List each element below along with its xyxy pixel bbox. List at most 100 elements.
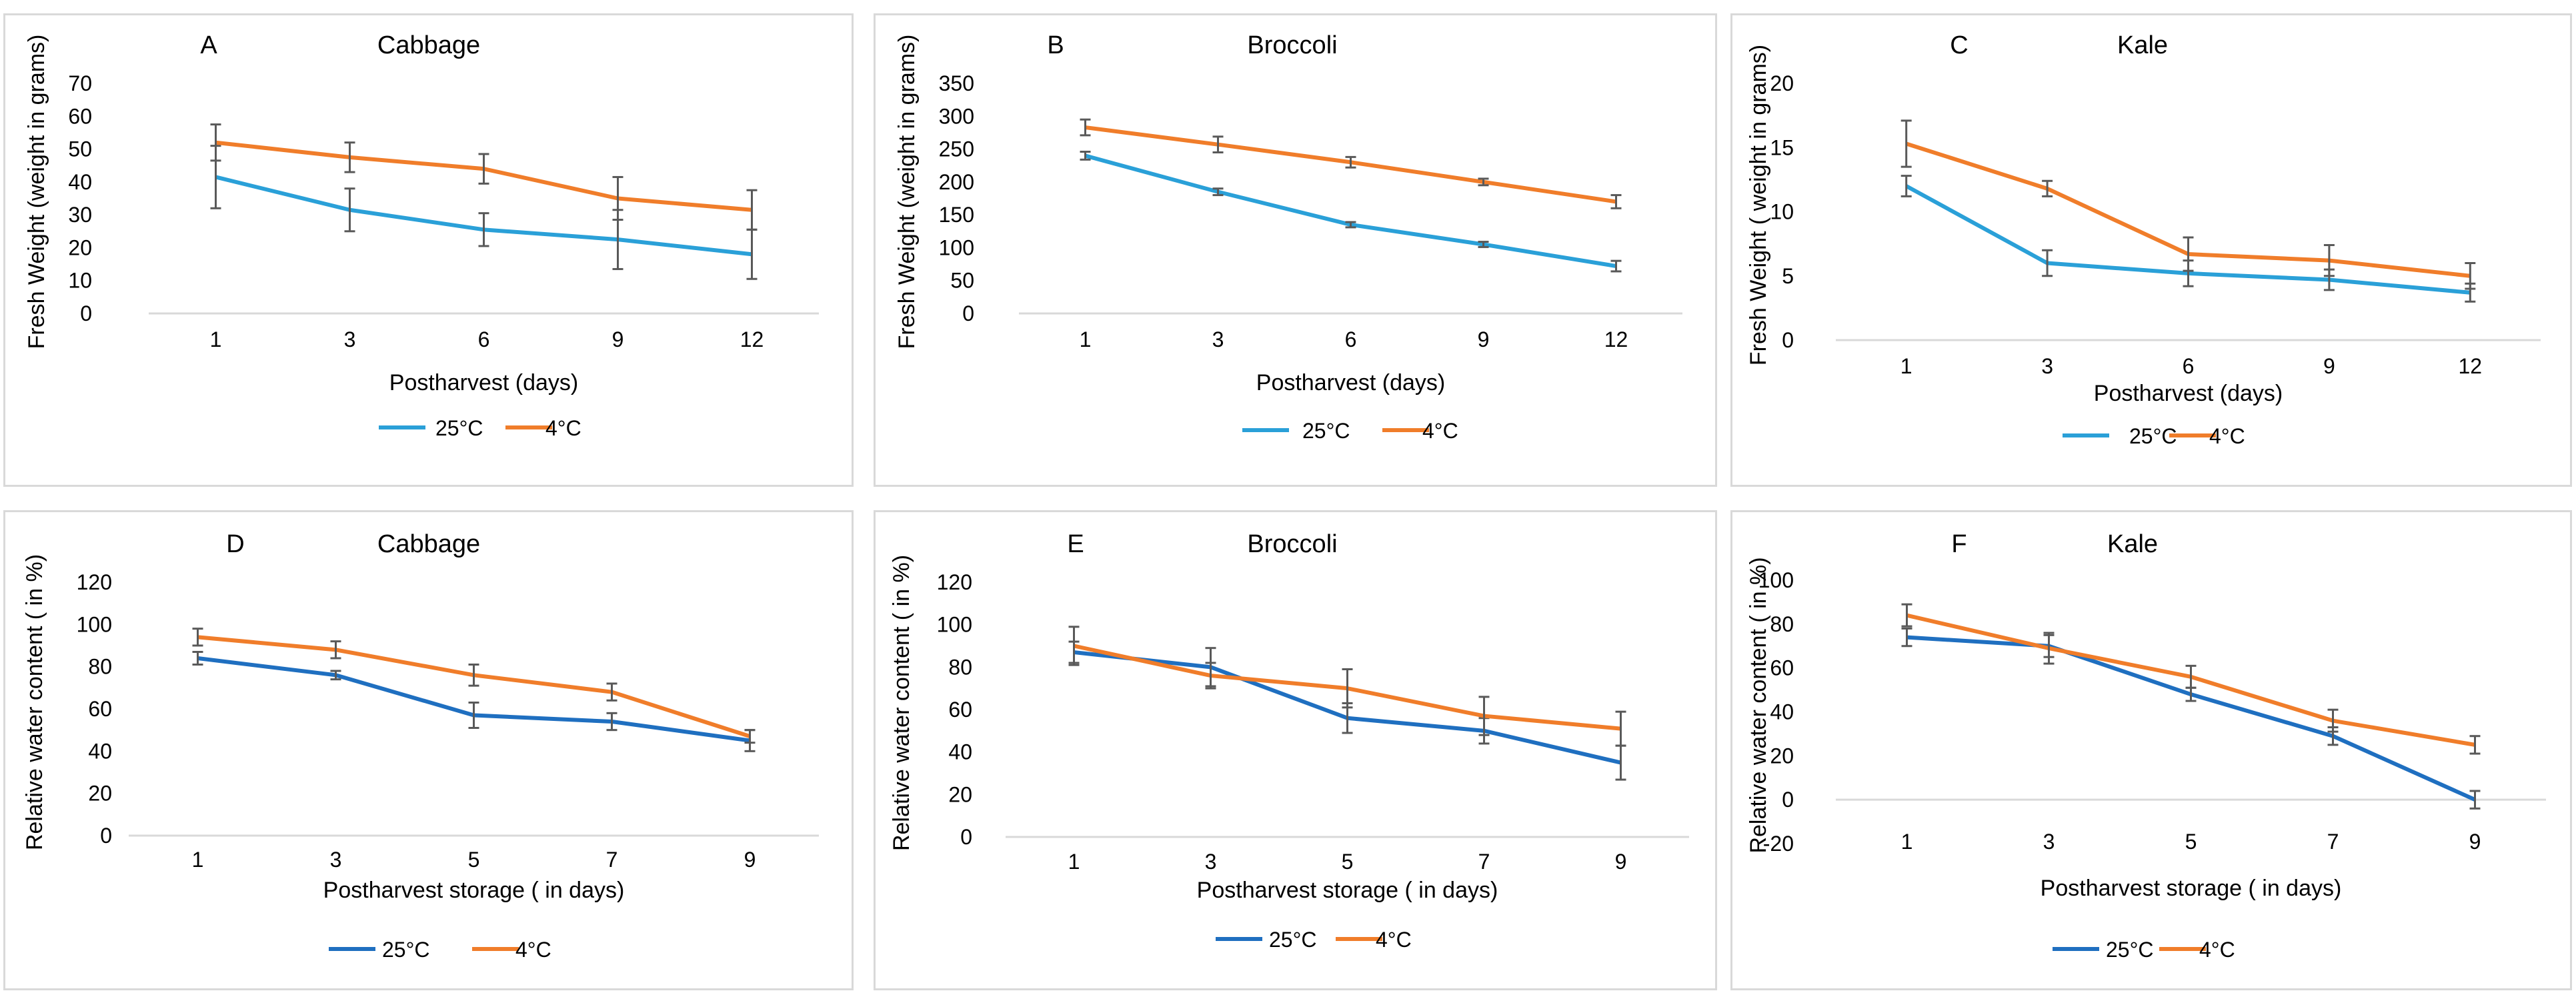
x-tick-label: 3 <box>1205 850 1217 874</box>
chart-panel-b: 0 50 100 150 200 250 300 350 1 3 6 9 12 B Broccoli Post… <box>874 13 1717 487</box>
x-tick-label: 9 <box>1615 850 1627 874</box>
y-tick-label: 10 <box>1770 200 1794 224</box>
x-tick-label: 1 <box>210 327 222 351</box>
legend-label-4c: 4°C <box>515 938 551 962</box>
y-tick-label: 40 <box>948 740 972 764</box>
y-axis-title: Relative water content ( in %) <box>1746 557 1771 853</box>
y-tick-label: 40 <box>1770 700 1794 724</box>
x-tick-label: 9 <box>1478 327 1490 351</box>
y-tick-label: 50 <box>950 269 974 293</box>
x-tick-label: 6 <box>2183 354 2195 378</box>
y-tick-label: 70 <box>68 71 92 95</box>
x-tick-label: 9 <box>612 327 624 351</box>
y-tick-label: -20 <box>1763 832 1794 856</box>
x-tick-label: 12 <box>2459 354 2483 378</box>
y-tick-label: 0 <box>1782 328 1794 352</box>
chart-panel-c: 0 5 10 15 20 1 3 6 9 12 C Kale Postharvest (days) Fre… <box>1730 13 2572 487</box>
x-tick-label: 1 <box>192 848 204 872</box>
x-axis-title: Postharvest storage ( in days) <box>1197 878 1498 903</box>
x-tick-label: 6 <box>478 327 490 351</box>
chart-b: 0 50 100 150 200 250 300 350 1 3 6 9 12 B Broccoli Post… <box>894 31 1682 443</box>
panel-label: E <box>1067 530 1084 558</box>
y-tick-label: 5 <box>1782 264 1794 288</box>
y-tick-label: 60 <box>88 697 112 721</box>
x-tick-label: 9 <box>2469 830 2481 854</box>
y-tick-label: 15 <box>1770 135 1794 159</box>
y-tick-label: 0 <box>100 824 112 848</box>
y-tick-label: 40 <box>88 739 112 763</box>
panel-label: A <box>200 31 217 59</box>
y-tick-label: 60 <box>1770 656 1794 680</box>
panel-label: C <box>1950 31 1968 59</box>
y-tick-label: 20 <box>1770 71 1794 95</box>
chart-title: Broccoli <box>1247 31 1337 59</box>
panel-label: D <box>226 530 244 558</box>
y-tick-label: 120 <box>77 570 112 594</box>
chart-e: 0 20 40 60 80 100 120 1 3 5 7 9 E Broccoli Postharvest… <box>889 530 1689 952</box>
x-tick-label: 1 <box>1068 850 1080 874</box>
panel-label: F <box>1951 530 1967 558</box>
x-tick-label: 1 <box>1080 327 1092 351</box>
y-tick-label: 200 <box>939 170 974 194</box>
x-axis-title: Postharvest storage ( in days) <box>2041 876 2342 901</box>
legend-label-25c: 25°C <box>1302 419 1350 443</box>
y-tick-label: 300 <box>939 104 974 128</box>
x-tick-label: 6 <box>1345 327 1357 351</box>
y-tick-label: 250 <box>939 137 974 161</box>
y-tick-label: 100 <box>1758 568 1794 592</box>
x-tick-label: 7 <box>1478 850 1490 874</box>
legend-label-25c: 25°C <box>435 416 483 440</box>
y-tick-label: 350 <box>939 71 974 95</box>
legend-label-4c: 4°C <box>2199 938 2235 962</box>
y-tick-label: 50 <box>68 137 92 161</box>
chart-panel-a: 0 10 20 30 40 50 60 70 1 3 6 9 12 A Cabbage Postharvest… <box>3 13 854 487</box>
y-axis-title: Fresh Weight (weight in grams) <box>894 35 920 349</box>
legend-label-4c: 4°C <box>1376 928 1412 952</box>
legend-label-25c: 25°C <box>2106 938 2154 962</box>
panel-label: B <box>1047 31 1064 59</box>
x-tick-label: 5 <box>468 848 480 872</box>
y-tick-label: 100 <box>937 613 972 637</box>
x-axis-title: Postharvest storage ( in days) <box>323 878 625 903</box>
chart-panel-e: 0 20 40 60 80 100 120 1 3 5 7 9 E Broccoli Postharvest… <box>874 510 1717 990</box>
y-axis-title: Fresh Weight (weight in grams) <box>24 35 49 349</box>
chart-title: Kale <box>2107 530 2158 558</box>
x-axis-title: Postharvest (days) <box>389 370 578 395</box>
legend-label-25c: 25°C <box>382 938 430 962</box>
chart-title: Broccoli <box>1247 530 1337 558</box>
y-tick-label: 40 <box>68 170 92 194</box>
x-tick-label: 12 <box>1604 327 1628 351</box>
x-tick-label: 3 <box>2041 354 2053 378</box>
legend-label-4c: 4°C <box>1422 419 1458 443</box>
y-tick-label: 30 <box>68 203 92 227</box>
y-tick-label: 80 <box>1770 612 1794 636</box>
chart-title: Cabbage <box>377 530 480 558</box>
series-line-25c <box>1084 153 1616 268</box>
legend-label-4c: 4°C <box>545 416 581 440</box>
x-tick-label: 1 <box>1900 354 1912 378</box>
x-tick-label: 3 <box>1212 327 1224 351</box>
y-axis-title: Relative water content ( in %) <box>889 555 914 851</box>
y-tick-label: 20 <box>88 782 112 806</box>
y-tick-label: 100 <box>77 612 112 636</box>
chart-d: 0 20 40 60 80 100 120 1 3 5 7 9 D Cabbage Postharvest … <box>22 530 819 962</box>
x-axis-title: Postharvest (days) <box>1256 370 1445 395</box>
x-tick-label: 7 <box>606 848 618 872</box>
y-tick-label: 100 <box>939 235 974 259</box>
x-tick-label: 3 <box>2043 830 2055 854</box>
y-tick-label: 20 <box>68 235 92 259</box>
chart-panel-f: -20 0 20 40 60 80 100 1 3 5 7 9 F Kale Postharvest sto… <box>1730 510 2572 990</box>
x-tick-label: 3 <box>330 848 342 872</box>
x-tick-label: 7 <box>2327 830 2339 854</box>
y-tick-label: 0 <box>960 825 972 849</box>
y-tick-label: 120 <box>937 570 972 594</box>
x-tick-label: 5 <box>1342 850 1354 874</box>
y-tick-label: 60 <box>68 104 92 128</box>
y-axis-title: Relative water content ( in %) <box>22 554 47 850</box>
chart-panel-d: 0 20 40 60 80 100 120 1 3 5 7 9 D Cabbage Postharvest … <box>3 510 854 990</box>
y-tick-label: 0 <box>962 301 974 325</box>
y-tick-label: 0 <box>1782 788 1794 812</box>
chart-f: -20 0 20 40 60 80 100 1 3 5 7 9 F Kale Postharvest sto… <box>1746 530 2546 962</box>
x-tick-label: 3 <box>344 327 356 351</box>
legend-label-25c: 25°C <box>2129 424 2177 448</box>
